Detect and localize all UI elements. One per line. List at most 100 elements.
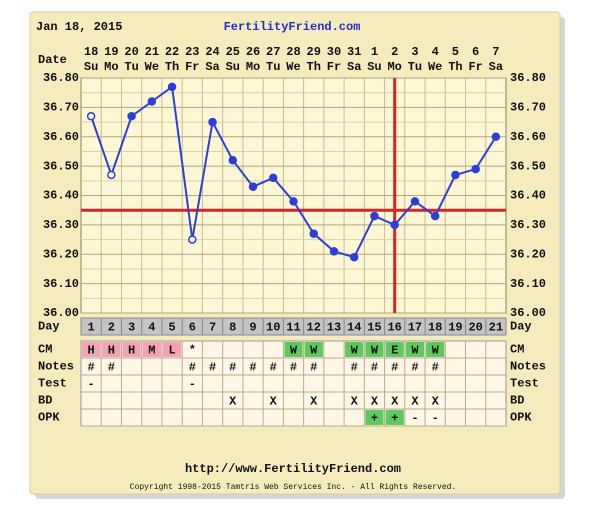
weekday-label: Su: [226, 60, 240, 74]
date-label: 1: [371, 45, 378, 59]
row-label-right: OPK: [510, 411, 532, 425]
point: [208, 117, 217, 127]
cell-text: #: [391, 361, 398, 375]
day-label: 18: [428, 321, 442, 335]
day-label: 11: [286, 321, 300, 335]
cell-text: +: [371, 412, 378, 426]
day-label: 12: [307, 321, 321, 335]
cell-fill: [365, 342, 384, 357]
day-label: 13: [327, 321, 341, 335]
open-point: [188, 235, 197, 244]
weekday-label: Sa: [347, 60, 361, 74]
cell-text: #: [189, 361, 196, 375]
cell-fill: [405, 342, 425, 357]
cell-text: X: [411, 395, 419, 409]
site-url: http://www.FertilityFriend.com: [185, 462, 401, 476]
day-label: 6: [189, 321, 196, 335]
date-label: 19: [104, 45, 118, 59]
cell-text: #: [310, 361, 317, 375]
y-tick-label: 36.70: [43, 101, 79, 115]
weekday-label: Mo: [104, 60, 118, 74]
date-label: 21: [145, 45, 159, 59]
weekday-label: Sa: [489, 60, 503, 74]
date-label: 26: [246, 45, 260, 59]
point: [410, 197, 420, 206]
cell-fill: [365, 410, 384, 425]
cell-text: X: [432, 395, 440, 409]
cell-text: M: [148, 344, 155, 358]
row-label-right: BD: [510, 394, 524, 408]
point: [329, 247, 339, 256]
day-label: 3: [128, 321, 135, 335]
point: [289, 197, 298, 206]
day-label: 17: [408, 321, 422, 335]
cell-text: L: [168, 344, 175, 358]
y-tick-label: 36.40: [43, 189, 79, 203]
row-label-right: CM: [510, 343, 524, 357]
chart-title: FertilityFriend.com: [224, 20, 361, 34]
cell-text: #: [88, 361, 95, 375]
cell-text: X: [229, 395, 237, 409]
point: [147, 97, 157, 106]
date-label: 30: [327, 45, 341, 59]
day-label: 4: [148, 321, 155, 335]
cell-text: X: [391, 395, 399, 409]
cell-text: #: [432, 361, 439, 375]
date-label: 2: [391, 45, 398, 59]
weekday-label: Th: [165, 60, 179, 74]
weekday-label: We: [428, 60, 442, 74]
day-label: 1: [88, 321, 95, 335]
cell-fill: [345, 342, 364, 357]
cell-text: W: [310, 344, 318, 358]
weekday-label: Fr: [185, 60, 199, 74]
y-tick-label-right: 36.20: [510, 247, 546, 261]
day-label: 15: [367, 321, 381, 335]
y-tick-label-right: 36.80: [510, 71, 546, 85]
y-tick-label: 36.80: [43, 71, 79, 85]
cell-text: W: [351, 344, 359, 358]
point: [269, 173, 278, 183]
point: [127, 111, 136, 121]
weekday-label: We: [286, 60, 300, 74]
date-label: 28: [286, 45, 300, 59]
day-label: 21: [489, 321, 503, 335]
point: [167, 82, 177, 92]
point: [430, 211, 440, 221]
day-label: 14: [347, 321, 361, 335]
weekday-label: Tu: [124, 60, 138, 74]
weekday-label: We: [145, 60, 159, 74]
day-label: 8: [229, 321, 236, 335]
point: [390, 220, 399, 230]
cell-text: W: [411, 344, 419, 358]
cell-text: X: [310, 395, 318, 409]
row-label: CM: [38, 343, 52, 357]
weekday-label: Sa: [205, 60, 219, 74]
row-label: Notes: [38, 360, 74, 374]
y-tick-label-right: 36.60: [510, 130, 546, 144]
weekday-label: Su: [367, 60, 381, 74]
day-label: 10: [266, 321, 280, 335]
row-label: BD: [38, 394, 52, 408]
cell-fill: [82, 342, 101, 357]
date-label: 24: [205, 45, 219, 59]
date-label: 18: [84, 45, 98, 59]
cell-text: H: [128, 344, 135, 358]
cell-fill: [102, 342, 121, 357]
cell-fill: [122, 342, 141, 357]
date-label: 7: [492, 45, 499, 59]
date-label: 22: [165, 45, 179, 59]
cell-text: -: [189, 378, 196, 392]
day-label: 20: [468, 321, 482, 335]
cell-fill: [284, 342, 303, 357]
cell-text: E: [391, 344, 398, 358]
cell-text: *: [189, 344, 196, 358]
y-tick-label: 36.30: [43, 218, 79, 232]
weekday-label: Fr: [468, 60, 482, 74]
point: [309, 229, 318, 238]
cell-fill: [385, 410, 404, 425]
point: [471, 164, 480, 174]
point: [491, 132, 501, 141]
x-axis-label: Date: [38, 53, 67, 67]
point: [451, 170, 460, 180]
